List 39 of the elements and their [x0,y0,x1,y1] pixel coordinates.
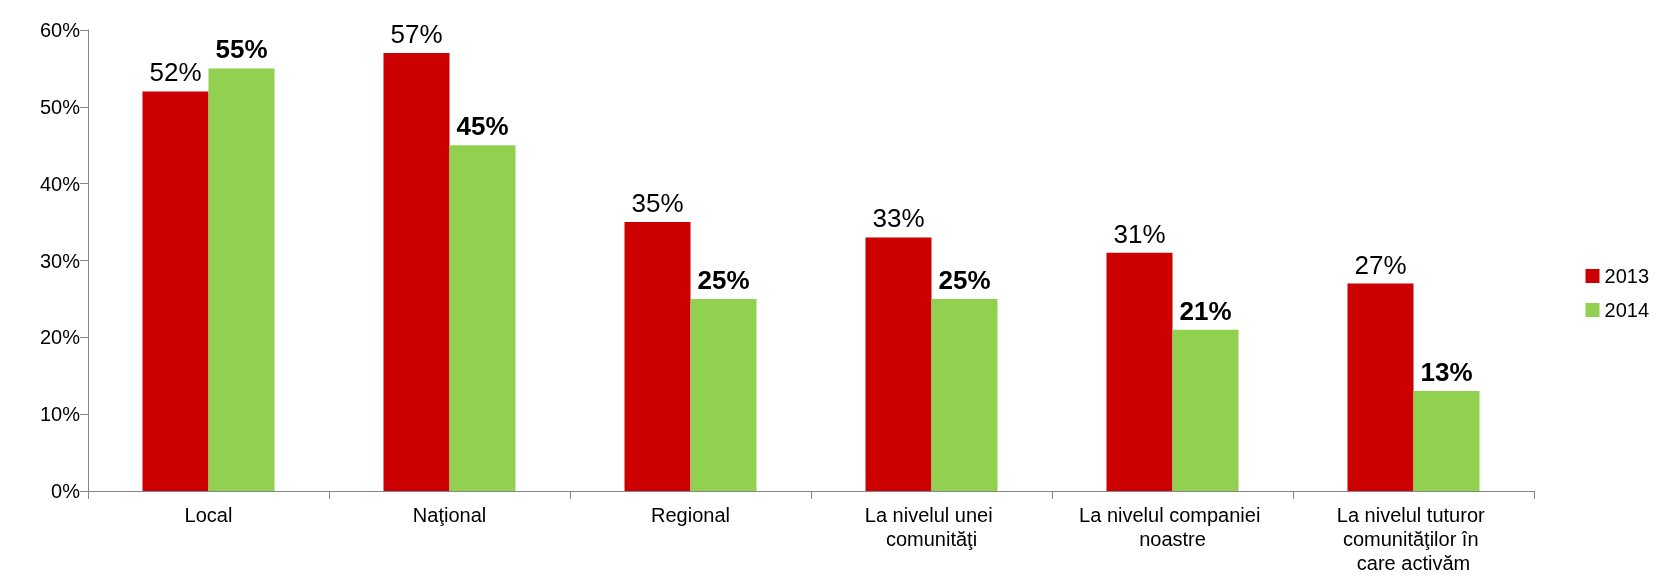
data-label: 13% [1420,357,1473,388]
y-tick-label: 10% [39,403,81,426]
y-tick-label: 50% [39,95,81,118]
x-tick-label: La nivelul companiei noastre [1079,504,1266,550]
legend-label: 2014 [1604,299,1650,321]
bar [1347,283,1414,491]
y-tick-label: 40% [39,172,81,195]
x-tick-label: La nivelul unei comunităţi [864,504,999,550]
bar [142,91,209,491]
x-tick-label: Regional [651,504,730,526]
data-label: 45% [456,111,509,142]
bar [1106,252,1173,491]
y-tick-label: 20% [39,326,81,349]
bar [624,222,691,491]
bar [1172,329,1239,491]
bar [383,53,450,491]
data-label: 52% [149,57,202,88]
bar [449,145,516,491]
y-tick-label: 60% [39,19,81,41]
bar [1413,391,1480,491]
y-tick-label: 0% [51,480,81,502]
data-label: 57% [390,19,443,50]
data-label: 31% [1113,218,1166,249]
data-label: 27% [1354,249,1407,280]
bar [208,68,275,491]
bar [690,298,757,491]
data-label: 25% [697,264,750,295]
data-label: 33% [872,203,925,234]
data-label: 25% [938,264,991,295]
y-tick-label: 30% [39,249,81,272]
bar [865,237,932,491]
data-label: 21% [1179,295,1232,326]
bar [931,298,998,491]
data-label: 55% [215,34,268,65]
legend-label: 2013 [1604,265,1650,287]
x-tick-label: Naţional [412,504,487,526]
x-tick-label: La nivelul tuturor comunităţilor în care activăm [1336,504,1491,574]
data-label: 35% [631,188,684,219]
x-tick-label: Local [184,504,233,526]
